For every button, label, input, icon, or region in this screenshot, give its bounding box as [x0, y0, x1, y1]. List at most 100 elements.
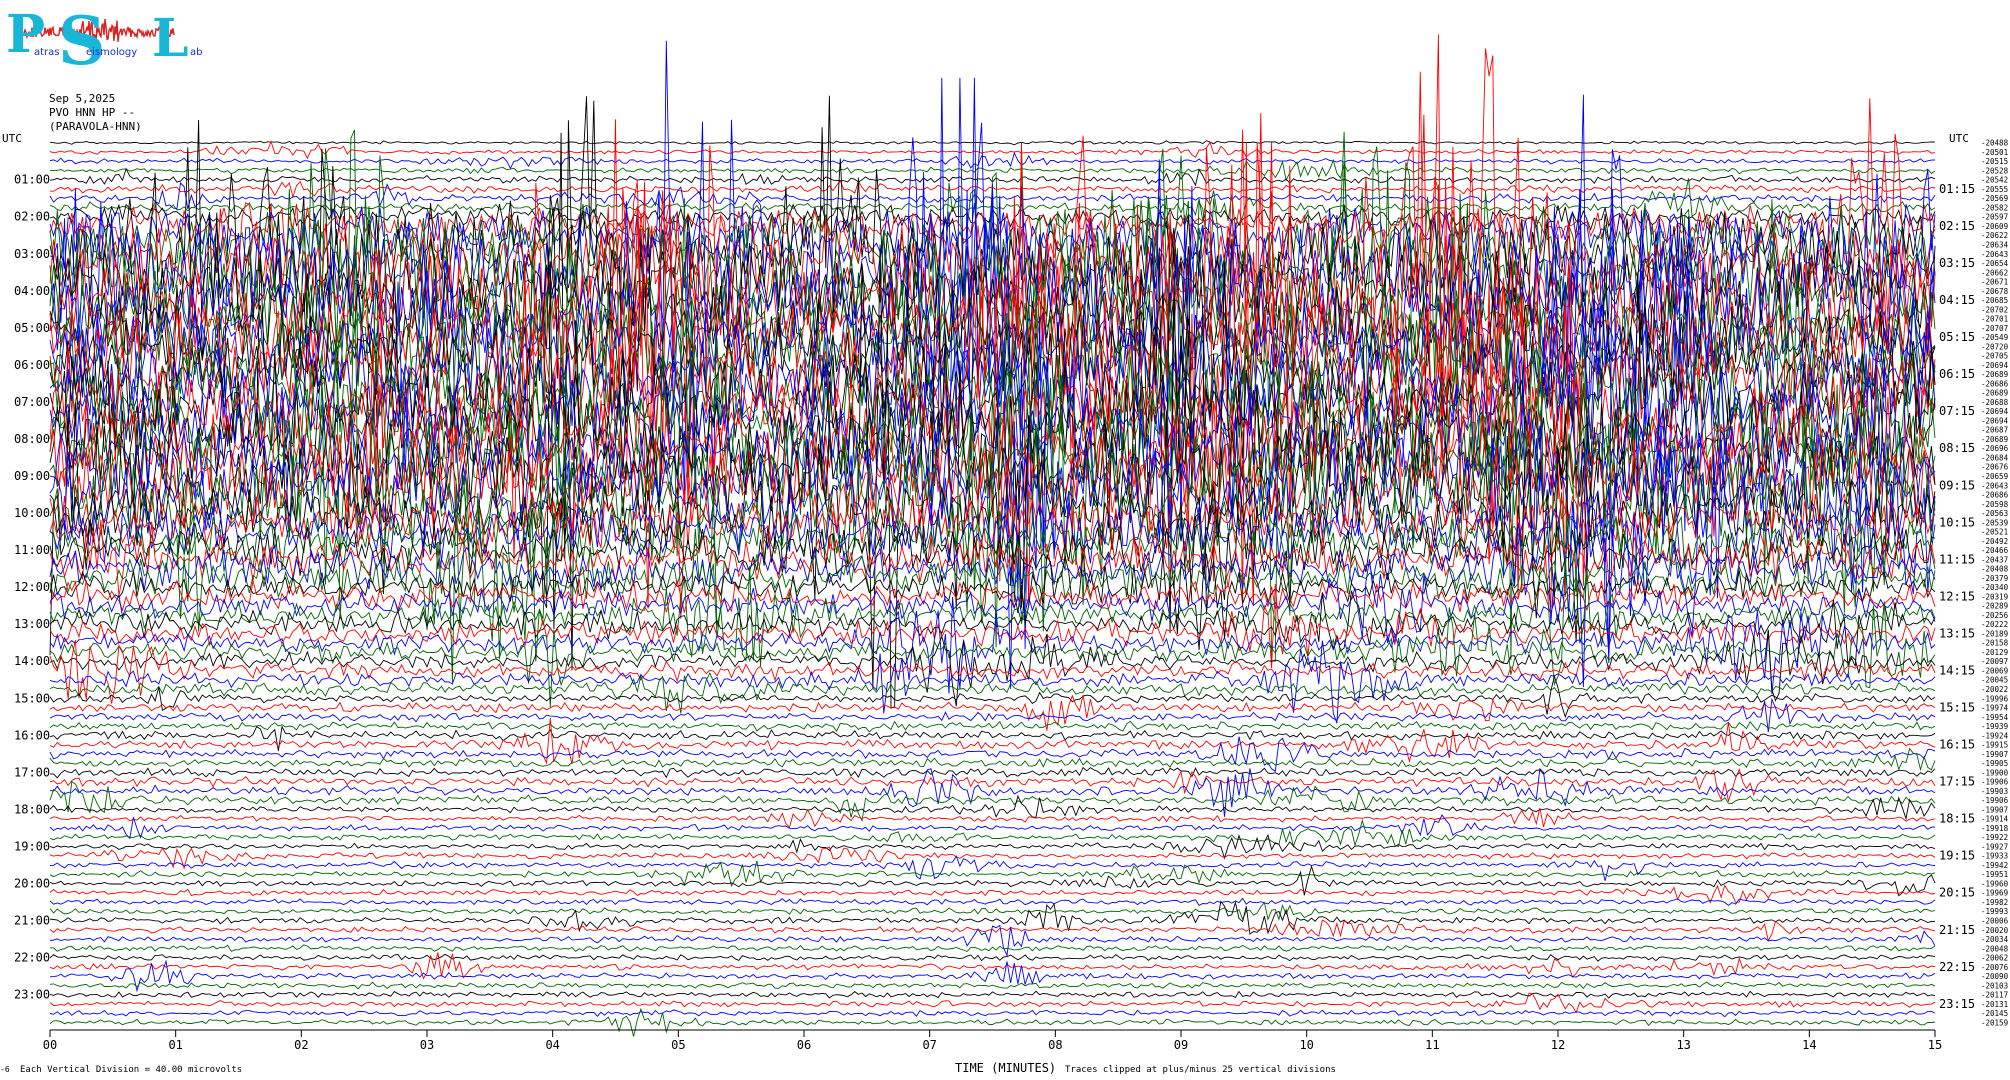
trace-line [49, 953, 1936, 962]
right-hour-label: 07:15 [1939, 404, 1975, 418]
trace-line [49, 316, 1936, 690]
trace-offset-label: -19903 [1981, 787, 2008, 796]
trace-line [49, 736, 1936, 773]
trace-offset-label: -19915 [1981, 741, 2008, 750]
trace-offset-label: -20662 [1981, 268, 2008, 277]
trace-offset-label: -20145 [1981, 1009, 2008, 1018]
trace-line [49, 818, 1936, 848]
trace-offset-label: -19933 [1981, 852, 2008, 861]
trace-offset-label: -19939 [1981, 722, 2008, 731]
trace-line [49, 901, 1936, 921]
header-station: PVO HNN HP -- [49, 106, 136, 119]
trace-offset-label: -20686 [1981, 379, 2009, 388]
logo-word-2: eismology [86, 47, 138, 58]
trace-offset-label: -20689 [1981, 389, 2008, 398]
right-hour-label: 16:15 [1939, 738, 1975, 752]
trace-offset-label: -20705 [1981, 352, 2008, 361]
trace-line [49, 694, 1936, 731]
trace-offset-label: -19907 [1981, 805, 2008, 814]
trace-line [49, 944, 1936, 953]
left-hour-label: 10:00 [14, 506, 50, 520]
trace-line [49, 555, 1936, 687]
clip-note: Traces clipped at plus/minus 25 vertical… [1065, 1065, 1336, 1075]
right-hour-label: 09:15 [1939, 478, 1975, 492]
trace-line [49, 833, 1936, 860]
trace-line [49, 952, 1936, 980]
trace-offset-label: -20687 [1981, 426, 2008, 435]
left-hour-label: 20:00 [14, 876, 50, 890]
trace-offset-label: -20643 [1981, 250, 2008, 259]
trace-line [49, 578, 1936, 616]
trace-line [49, 992, 1936, 1014]
trace-line [49, 519, 1936, 596]
trace-line [49, 766, 1936, 779]
left-hour-label: 05:00 [14, 321, 50, 335]
right-hour-label: 19:15 [1939, 849, 1975, 863]
axes-group: 00 01 02 03 04 05 06 07 08 09 10 11 12 13 14 15 UTC UTC 01… [0, 132, 2009, 1075]
x-tick-label: 02 [294, 1038, 308, 1052]
x-tick-label: 10 [1299, 1038, 1313, 1052]
x-tick-label: 03 [420, 1038, 434, 1052]
logo-squiggle [23, 18, 175, 44]
trace-offset-label: -20466 [1981, 546, 2009, 555]
trace-line [49, 674, 1936, 719]
left-hour-label: 22:00 [14, 951, 50, 965]
left-hour-label: 11:00 [14, 543, 50, 557]
trace-offset-label: -20676 [1981, 463, 2009, 472]
trace-line [49, 814, 1936, 840]
trace-line [49, 590, 1936, 667]
trace-offset-label: -19982 [1981, 898, 2008, 907]
trace-offset-label: -20597 [1981, 213, 2008, 222]
trace-offset-label: -20609 [1981, 222, 2008, 231]
trace-offset-label: -20707 [1981, 324, 2008, 333]
trace-line [49, 846, 1936, 870]
trace-offset-label: -20720 [1981, 342, 2009, 351]
trace-line [49, 672, 1936, 714]
left-hour-label: 14:00 [14, 654, 50, 668]
x-tick-label: 00 [43, 1038, 57, 1052]
trace-offset-label: -20555 [1981, 185, 2008, 194]
trace-line [49, 860, 1936, 888]
trace-line [49, 1009, 1936, 1018]
x-tick-label: 13 [1676, 1038, 1690, 1052]
trace-line [49, 140, 1936, 146]
trace-offset-label: -19906 [1981, 778, 2009, 787]
trace-line [49, 900, 1936, 935]
trace-line [49, 142, 1936, 606]
trace-offset-label: -20654 [1981, 259, 2009, 268]
trace-offset-label: -20689 [1981, 435, 2008, 444]
x-tick-label: 12 [1551, 1038, 1565, 1052]
left-hour-label: 17:00 [14, 765, 50, 779]
logo-word-1: atras [34, 47, 60, 58]
x-tick-label: 08 [1048, 1038, 1062, 1052]
trace-offset-label: -20159 [1981, 1018, 2008, 1027]
trace-offset-label: -20131 [1981, 1000, 2008, 1009]
trace-line [49, 479, 1936, 597]
trace-line [49, 140, 1936, 160]
logo-letter-p: P [6, 4, 46, 65]
trace-offset-label: -20437 [1981, 555, 2008, 564]
left-hour-label: 09:00 [14, 469, 50, 483]
right-hour-label: 17:15 [1939, 775, 1975, 789]
right-hour-label: 12:15 [1939, 589, 1975, 603]
left-hour-label: 01:00 [14, 173, 50, 187]
x-tick-label: 01 [168, 1038, 182, 1052]
trace-offset-label: -20684 [1981, 453, 2009, 462]
trace-offset-label: -19922 [1981, 833, 2008, 842]
trace-offset-label: -19918 [1981, 824, 2009, 833]
trace-line [49, 501, 1936, 688]
trace-offset-label: -20701 [1981, 315, 2008, 324]
x-axis-title: TIME (MINUTES) [955, 1061, 1056, 1075]
trace-offset-label: -20117 [1981, 991, 2008, 1000]
trace-offset-label: -20689 [1981, 370, 2008, 379]
trace-offset-label: -20528 [1981, 166, 2009, 175]
trace-line [49, 302, 1936, 661]
trace-line [49, 720, 1936, 733]
left-axis-title: UTC [2, 132, 22, 145]
trace-line [49, 981, 1936, 990]
trace-offset-label: -19906 [1981, 796, 2009, 805]
trace-offset-label: -20222 [1981, 620, 2008, 629]
corner-mark: -6 [0, 1065, 10, 1074]
trace-offset-label: -20379 [1981, 574, 2008, 583]
trace-offset-label: -20515 [1981, 157, 2008, 166]
